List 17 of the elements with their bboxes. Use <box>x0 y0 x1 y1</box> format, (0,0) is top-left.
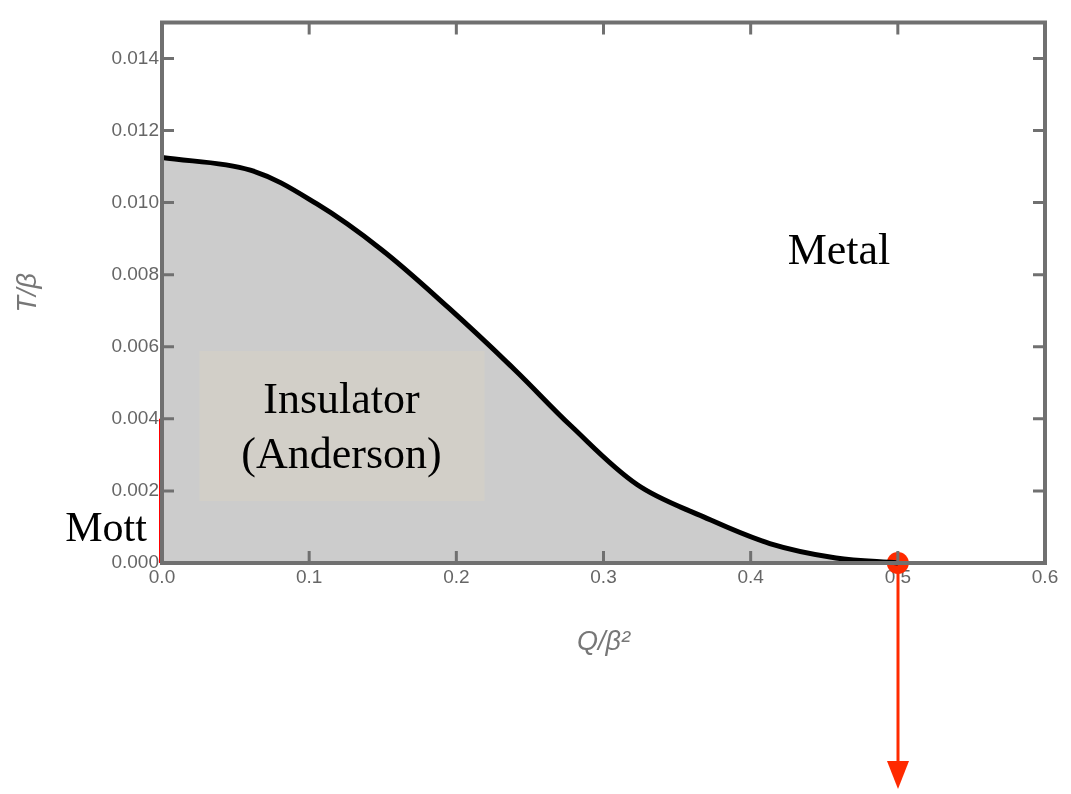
x-axis-title: Q/β² <box>577 626 631 657</box>
y-tick-label: 0.008 <box>111 262 159 284</box>
annotation: Metal <box>787 223 891 275</box>
y-tick-label: 0.014 <box>111 46 160 68</box>
y-tick-label: 0.002 <box>111 479 159 501</box>
x-tick-label: 0.1 <box>295 565 323 587</box>
y-tick-label: 0.004 <box>111 407 160 429</box>
x-tick-label: 0.4 <box>737 565 765 587</box>
y-axis-title: T/β <box>11 272 42 313</box>
x-tick-label: 0.3 <box>590 565 617 587</box>
x-tick-label: 0.6 <box>1031 565 1059 587</box>
y-tick-label: 0.010 <box>111 190 159 212</box>
y-tick-label: 0.012 <box>111 118 159 140</box>
annotation: Insulator (Anderson) <box>199 351 485 502</box>
x-tick-label: 0.2 <box>443 565 470 587</box>
y-tick-label: 0.006 <box>111 334 159 356</box>
text: Mott <box>65 502 147 551</box>
